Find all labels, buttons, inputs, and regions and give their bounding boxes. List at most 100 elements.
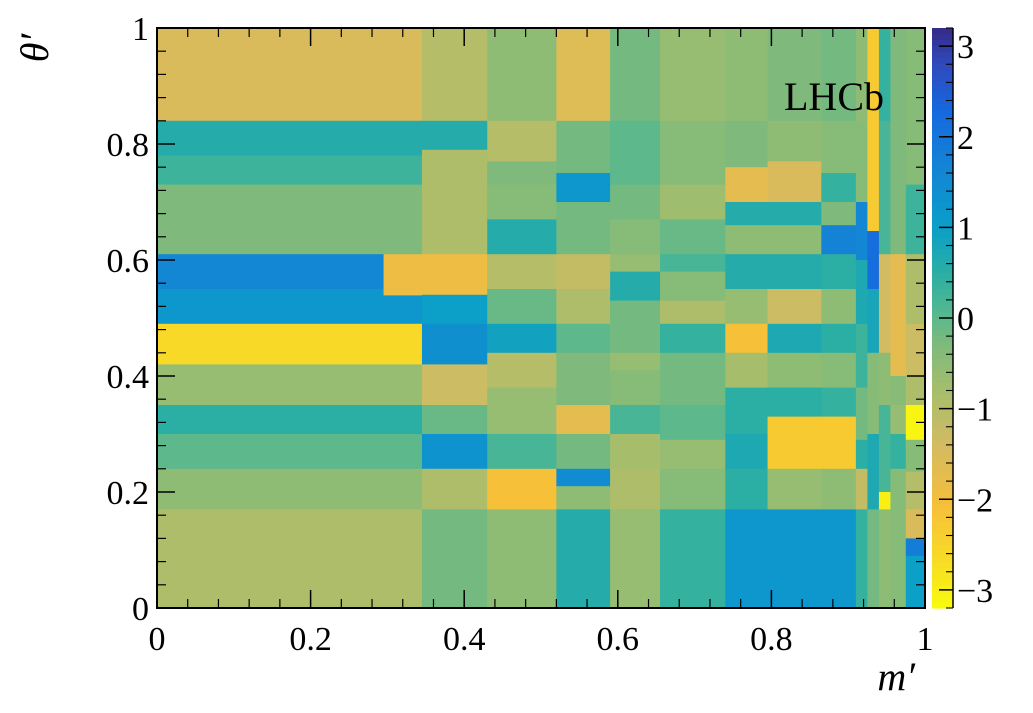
heatmap-cell-123 (867, 28, 880, 232)
colorbar-band (932, 202, 953, 209)
plot-frame (156, 27, 926, 609)
heatmap-cell-125 (867, 289, 880, 354)
colorbar-tick-label: 2 (957, 120, 974, 157)
heatmap-cell-52 (610, 219, 661, 255)
colorbar-band (932, 213, 953, 220)
heatmap-cell-6 (157, 323, 423, 365)
heatmap-cell-53 (610, 254, 661, 273)
colorbar-band (932, 86, 953, 93)
heatmap-cell-70 (660, 352, 726, 406)
heatmap-cell-119 (855, 387, 868, 441)
heatmap-cell-103 (821, 173, 857, 203)
colorbar-band (932, 526, 953, 534)
heatmap-cell-113 (821, 509, 857, 609)
heatmap-cell-148 (905, 439, 926, 473)
x-axis-title: m′ (877, 654, 916, 699)
heatmap-cell-99 (767, 468, 822, 510)
colorbar-band (932, 399, 953, 406)
heatmap-cell-121 (855, 468, 868, 510)
heatmap-cell-66 (660, 254, 726, 273)
heatmap-cell-32 (487, 387, 557, 435)
colorbar: −3 −2 −1 0 1 2 3 (932, 27, 993, 610)
heatmap-cell-85 (725, 434, 769, 470)
colorbar-band (932, 503, 953, 510)
colorbar-band (932, 323, 953, 331)
colorbar-band (932, 521, 953, 528)
colorbar-band (932, 196, 953, 203)
colorbar-band (932, 434, 953, 441)
colorbar-band (932, 312, 953, 319)
heatmap-cell-146 (905, 376, 926, 406)
colorbar-band (932, 45, 953, 52)
heatmap-cell-28 (487, 254, 557, 290)
heatmap-cell-118 (855, 323, 868, 389)
heatmap-cell-112 (821, 468, 857, 510)
colorbar-band (932, 62, 953, 70)
heatmap-cell-27 (487, 219, 557, 255)
colorbar-band (932, 115, 953, 122)
heatmap-cell-143 (905, 184, 926, 255)
heatmap-cell-94 (767, 289, 822, 325)
colorbar-band (932, 544, 953, 551)
heatmap-cell-74 (660, 509, 726, 609)
heatmap-cell-31 (487, 352, 557, 389)
heatmap-cell-92 (767, 225, 822, 255)
heatmap-cell-37 (556, 120, 611, 174)
colorbar-band (932, 538, 953, 545)
colorbar-band (932, 277, 953, 284)
colorbar-band (932, 126, 953, 133)
y-tick-label: 0.8 (107, 127, 150, 164)
x-tick-label: 0.8 (750, 621, 793, 658)
heatmap-cell-141 (890, 468, 907, 609)
heatmap-cell-26 (487, 184, 557, 220)
colorbar-band (932, 341, 953, 348)
colorbar-band (932, 410, 953, 418)
heatmap-cell-97 (767, 387, 822, 418)
colorbar-band (932, 492, 953, 499)
heatmap-cell-42 (556, 323, 611, 354)
colorbar-band (932, 306, 953, 313)
heatmap-cell-124 (867, 231, 880, 290)
heatmap-cell-109 (821, 352, 857, 389)
heatmap-cell-128 (867, 509, 880, 609)
y-tick-label: 0.4 (107, 359, 150, 396)
heatmap-cell-147 (905, 405, 926, 441)
colorbar-band (932, 393, 953, 400)
colorbar-band (932, 457, 953, 464)
colorbar-tick-label: 3 (957, 29, 974, 66)
colorbar-band (932, 480, 953, 487)
colorbar-band (932, 207, 953, 215)
heatmap-cell-22 (421, 509, 488, 609)
heatmap-cell-72 (660, 439, 726, 470)
heatmap-cell-59 (610, 434, 661, 470)
heatmap-cell-110 (821, 387, 857, 418)
heatmap-cell-24 (487, 120, 557, 162)
colorbar-band (932, 138, 953, 145)
heatmap-cell-10 (157, 468, 423, 510)
colorbar-band (932, 347, 953, 354)
heatmap-cell-115 (855, 120, 868, 203)
colorbar-band (932, 463, 953, 470)
heatmap-cell-14 (421, 149, 488, 255)
heatmap-cell-12 (421, 28, 488, 122)
colorbar-band (932, 468, 953, 476)
heatmap-cell-77 (725, 167, 769, 203)
heatmap-cell-23 (487, 28, 557, 122)
heatmap-cells (157, 28, 926, 609)
heatmap-cell-25 (487, 161, 557, 186)
heatmap-cell-71 (660, 405, 726, 441)
colorbar-band (932, 173, 953, 180)
heatmap-cell-57 (610, 370, 661, 406)
heatmap-cell-149 (905, 471, 926, 510)
colorbar-band (932, 248, 953, 255)
heatmap-cell-131 (878, 254, 892, 354)
heatmap-cell-60 (610, 468, 661, 510)
heatmap-cell-64 (660, 184, 726, 220)
y-axis-title: θ′ (12, 33, 57, 63)
heatmap-cell-3 (157, 184, 423, 255)
heatmap-cell-89 (767, 120, 822, 162)
colorbar-band (932, 132, 953, 139)
colorbar-band (932, 370, 953, 377)
heatmap-cell-116 (855, 202, 868, 261)
heatmap-cell-43 (556, 352, 611, 406)
